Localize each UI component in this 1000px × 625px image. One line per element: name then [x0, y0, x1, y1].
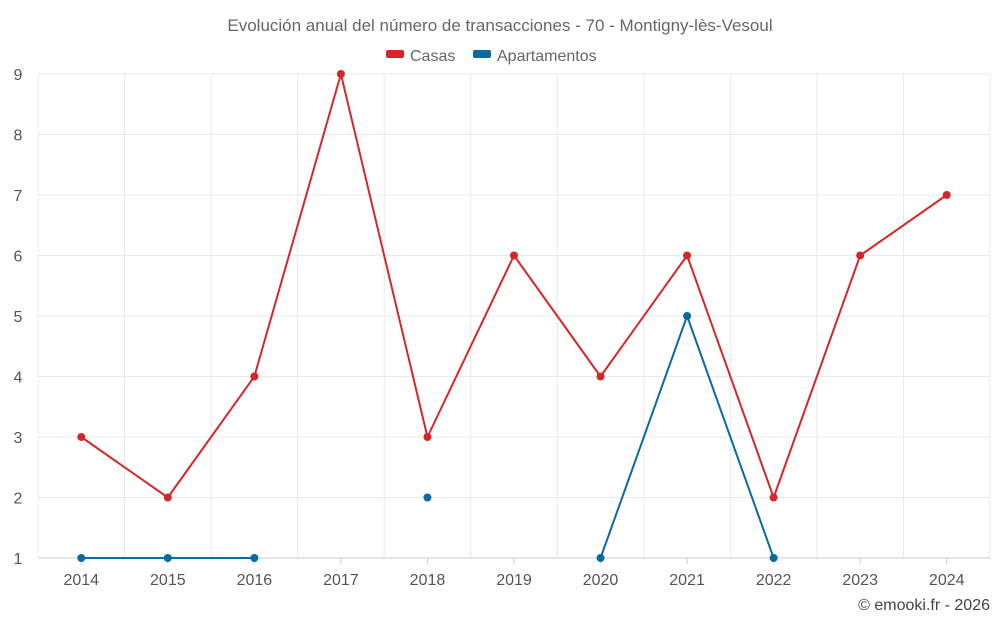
data-point-casas — [510, 251, 518, 260]
credit: © emooki.fr - 2026 — [858, 597, 990, 614]
x-axis: 2014 2015 2016 2017 2018 2019 2020 2021 2022 2023… — [38, 557, 990, 589]
y-tick-label: 1 — [14, 551, 23, 568]
x-tick-label: 2023 — [842, 572, 878, 589]
legend: Casas Apartamentos — [386, 48, 597, 65]
y-tick-label: 6 — [14, 249, 23, 266]
y-tick-label: 7 — [14, 188, 23, 205]
data-point-casas — [336, 70, 345, 78]
y-tick-label: 9 — [14, 67, 23, 84]
grid — [37, 73, 991, 558]
y-tick-label: 4 — [14, 370, 23, 387]
data-point-apartamentos — [596, 554, 605, 562]
data-point-casas — [856, 251, 865, 260]
data-point-casas — [596, 372, 605, 381]
x-tick-label: 2020 — [583, 572, 619, 589]
data-point-casas — [423, 433, 432, 441]
x-tick-label: 2019 — [496, 572, 532, 589]
data-point-apartamentos — [163, 554, 172, 562]
data-point-casas — [942, 191, 951, 199]
legend-swatch-apartamentos — [473, 50, 491, 58]
legend-label-apartamentos[interactable]: Apartamentos — [497, 48, 597, 65]
y-tick-label: 8 — [14, 128, 23, 145]
x-tick-label: 2024 — [929, 572, 965, 589]
data-point-apartamentos — [769, 554, 778, 562]
data-point-apartamentos — [250, 554, 259, 562]
x-tick-label: 2014 — [63, 572, 99, 589]
y-tick-label: 3 — [14, 430, 23, 447]
data-point-casas — [77, 433, 86, 441]
data-point-casas — [769, 493, 778, 502]
data-point-apartamentos — [77, 554, 86, 562]
data-point-apartamentos — [683, 312, 692, 320]
y-tick-label: 2 — [14, 491, 23, 508]
data-point-casas — [163, 493, 172, 502]
y-tick-label: 5 — [14, 309, 23, 326]
x-tick-label: 2017 — [323, 572, 359, 589]
plot-area — [77, 70, 951, 562]
data-point-apartamentos — [423, 493, 432, 502]
x-tick-label: 2021 — [669, 572, 705, 589]
chart-title: Evolución anual del número de transaccio… — [227, 16, 772, 35]
x-tick-label: 2022 — [756, 572, 792, 589]
data-point-casas — [683, 251, 692, 260]
legend-label-casas[interactable]: Casas — [410, 48, 455, 65]
x-tick-label: 2016 — [237, 572, 273, 589]
x-tick-label: 2018 — [410, 572, 446, 589]
legend-swatch-casas — [386, 50, 404, 58]
data-point-casas — [250, 372, 259, 381]
y-axis: 1 2 3 4 5 6 7 8 9 — [14, 67, 23, 568]
x-tick-label: 2015 — [150, 572, 186, 589]
